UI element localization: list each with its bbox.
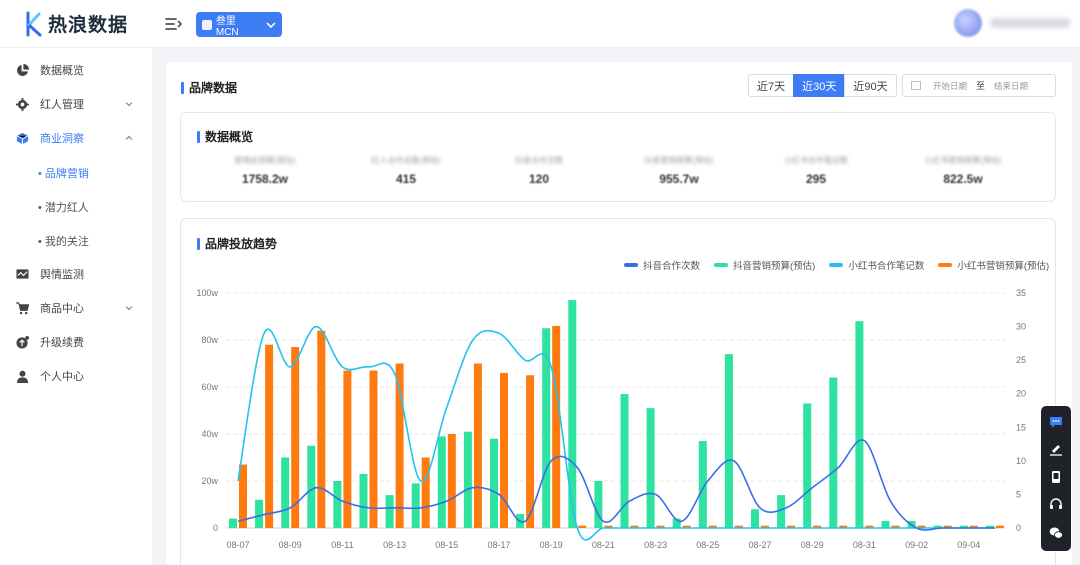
chevron-down-icon [266,21,276,28]
pie-chart-icon [17,63,29,76]
kpi-xhs-notes: 小红书合作笔记数 295 [756,155,876,186]
kpi-value: 295 [805,172,827,186]
range-tab-90d[interactable]: 近90天 [844,74,897,97]
kpi-label: 红人合作总数(预估) [371,156,441,165]
sidebar-item-sentiment[interactable]: 舆情监测 [0,258,152,290]
trend-title: 品牌投放趋势 [197,235,277,252]
kpi-xhs-budget: 小红书营销预算(预估) 822.5w [903,155,1023,186]
sidebar-item-label: 商业洞察 [40,133,84,145]
kpi-value: 822.5w [943,172,983,186]
legend-item-douyin-count[interactable]: 抖音合作次数 [624,258,700,272]
cube-icon [16,132,29,144]
sidebar: 数据概览 红人管理 商业洞察 • 品牌营销 • 潜力红人 • 我的关注 舆情监测… [0,48,152,565]
sidebar-item-insights[interactable]: 商业洞察 [0,122,152,154]
menu-toggle-icon[interactable] [164,15,182,33]
legend-item-xhs-count[interactable]: 小红书合作笔记数 [829,258,924,272]
monitor-chart-icon [16,268,29,279]
sidebar-item-influencers[interactable]: 红人管理 [0,88,152,120]
sidebar-subitem-my-follows[interactable]: • 我的关注 [38,236,89,248]
kpi-label: 小红书合作笔记数 [784,156,848,165]
kpi-total-collabs: 红人合作总数(预估) 415 [346,155,466,186]
chevron-down-icon [125,102,133,107]
cart-icon [16,301,29,314]
sidebar-item-profile[interactable]: 个人中心 [0,360,152,392]
range-tab-7d[interactable]: 近7天 [748,74,795,97]
date-range-picker[interactable]: 开始日期 至 结束日期 [902,74,1056,97]
mcn-selector[interactable]: 叁里MCN [196,12,282,38]
user-icon [16,370,29,383]
chevron-down-icon [125,306,133,311]
brand-data-title: 品牌数据 [181,79,237,96]
kpi-value: 415 [395,172,417,186]
chat-icon[interactable] [1049,415,1063,429]
upgrade-icon [16,335,29,349]
user-menu[interactable] [954,9,1070,37]
wechat-icon[interactable] [1049,526,1063,540]
floating-toolbar [1041,406,1071,551]
kpi-label: 抖音营销预算(预估) [644,156,714,165]
sidebar-item-label: 数据概览 [40,65,84,77]
kpi-total-budget: 营销总预算(预估) 1758.2w [205,155,325,186]
range-tab-30d[interactable]: 近30天 [793,74,846,97]
kpi-value: 120 [528,172,550,186]
mcn-icon [202,19,212,30]
avatar [954,9,982,37]
sidebar-item-label: 个人中心 [40,371,84,383]
range-tabs: 近7天 近30天 近90天 [748,74,897,97]
kpi-douyin-budget: 抖音营销预算(预估) 955.7w [619,155,739,186]
mcn-label: 叁里MCN [215,15,239,38]
kpi-value: 1758.2w [241,172,289,186]
kpi-label: 营销总预算(预估) [234,156,296,165]
sidebar-item-label: 商品中心 [40,303,84,315]
top-bar: 热浪数据 叁里MCN [0,0,1080,48]
sidebar-subitem-potential-influencers[interactable]: • 潜力红人 [38,202,89,214]
legend-item-xhs-budget[interactable]: 小红书营销预算(预估) [938,258,1049,272]
sidebar-item-products[interactable]: 商品中心 [0,292,152,324]
kpi-label: 抖音合作次数 [515,156,563,165]
user-name-blurred [990,18,1070,28]
legend-item-douyin-budget[interactable]: 抖音营销预算(预估) [714,258,815,272]
sidebar-item-label: 红人管理 [40,99,84,111]
gear-icon [16,97,29,111]
app-logo[interactable]: 热浪数据 [24,10,128,37]
sidebar-item-overview[interactable]: 数据概览 [0,54,152,86]
sidebar-item-label: 升级续费 [40,337,84,349]
chevron-up-icon [125,135,133,140]
phone-icon[interactable] [1049,470,1063,484]
overview-title: 数据概览 [197,128,253,145]
sidebar-item-upgrade[interactable]: 升级续费 [0,326,152,358]
logo-icon [26,11,42,36]
end-date-input[interactable]: 结束日期 [994,80,1029,91]
chart-legend: 抖音合作次数 抖音营销预算(预估) 小红书合作笔记数 小红书营销预算(预估) [624,258,1049,272]
overview-card [180,112,1056,202]
edit-icon[interactable] [1049,442,1063,456]
calendar-icon [911,81,921,90]
kpi-value: 955.7w [659,172,699,186]
kpi-label: 小红书营销预算(预估) [924,156,1002,165]
date-separator: 至 [976,81,986,91]
sidebar-item-label: 舆情监测 [40,269,84,281]
headset-icon[interactable] [1049,498,1063,512]
sidebar-subitem-brand-marketing[interactable]: • 品牌营销 [38,168,89,180]
start-date-input[interactable]: 开始日期 [933,80,968,91]
kpi-douyin-collabs: 抖音合作次数 120 [479,155,599,186]
app-name: 热浪数据 [48,15,129,36]
